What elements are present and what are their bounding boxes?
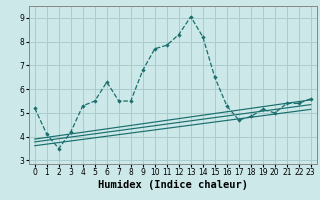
X-axis label: Humidex (Indice chaleur): Humidex (Indice chaleur) [98, 180, 248, 190]
